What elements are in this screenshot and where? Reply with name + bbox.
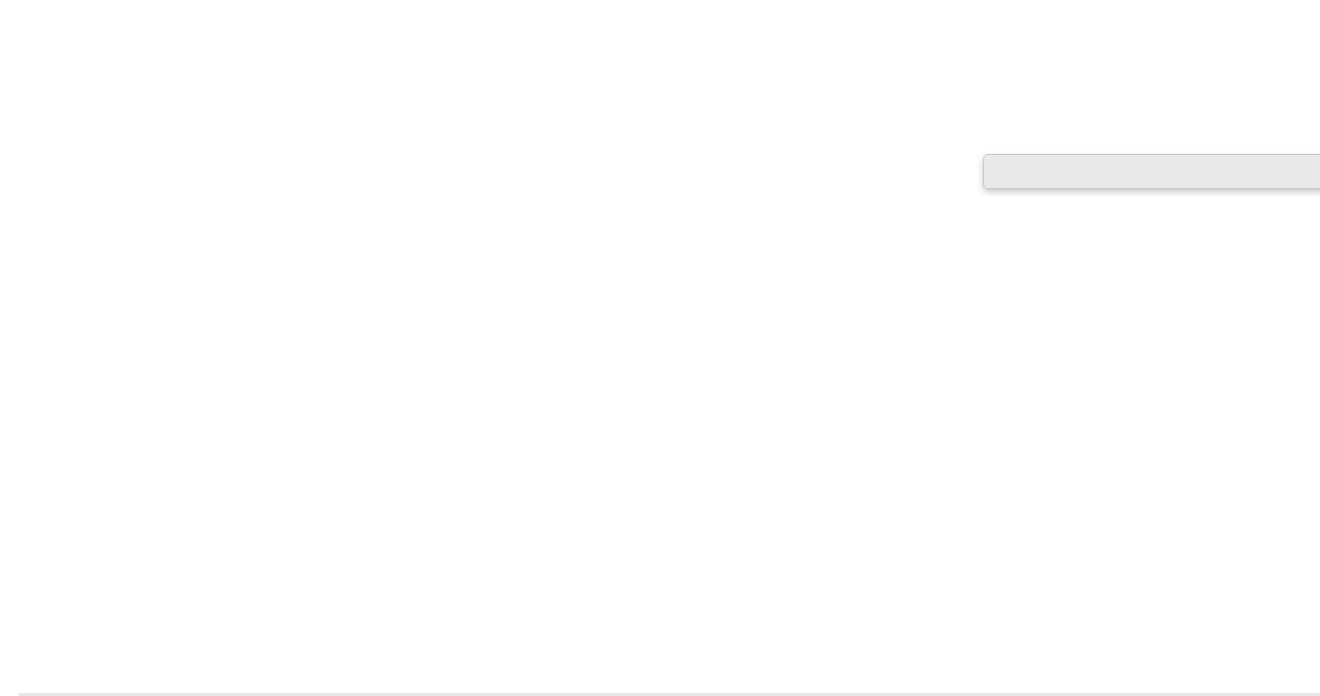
datawrapper-chart bbox=[0, 0, 1320, 696]
title-tooltip bbox=[983, 154, 1320, 189]
